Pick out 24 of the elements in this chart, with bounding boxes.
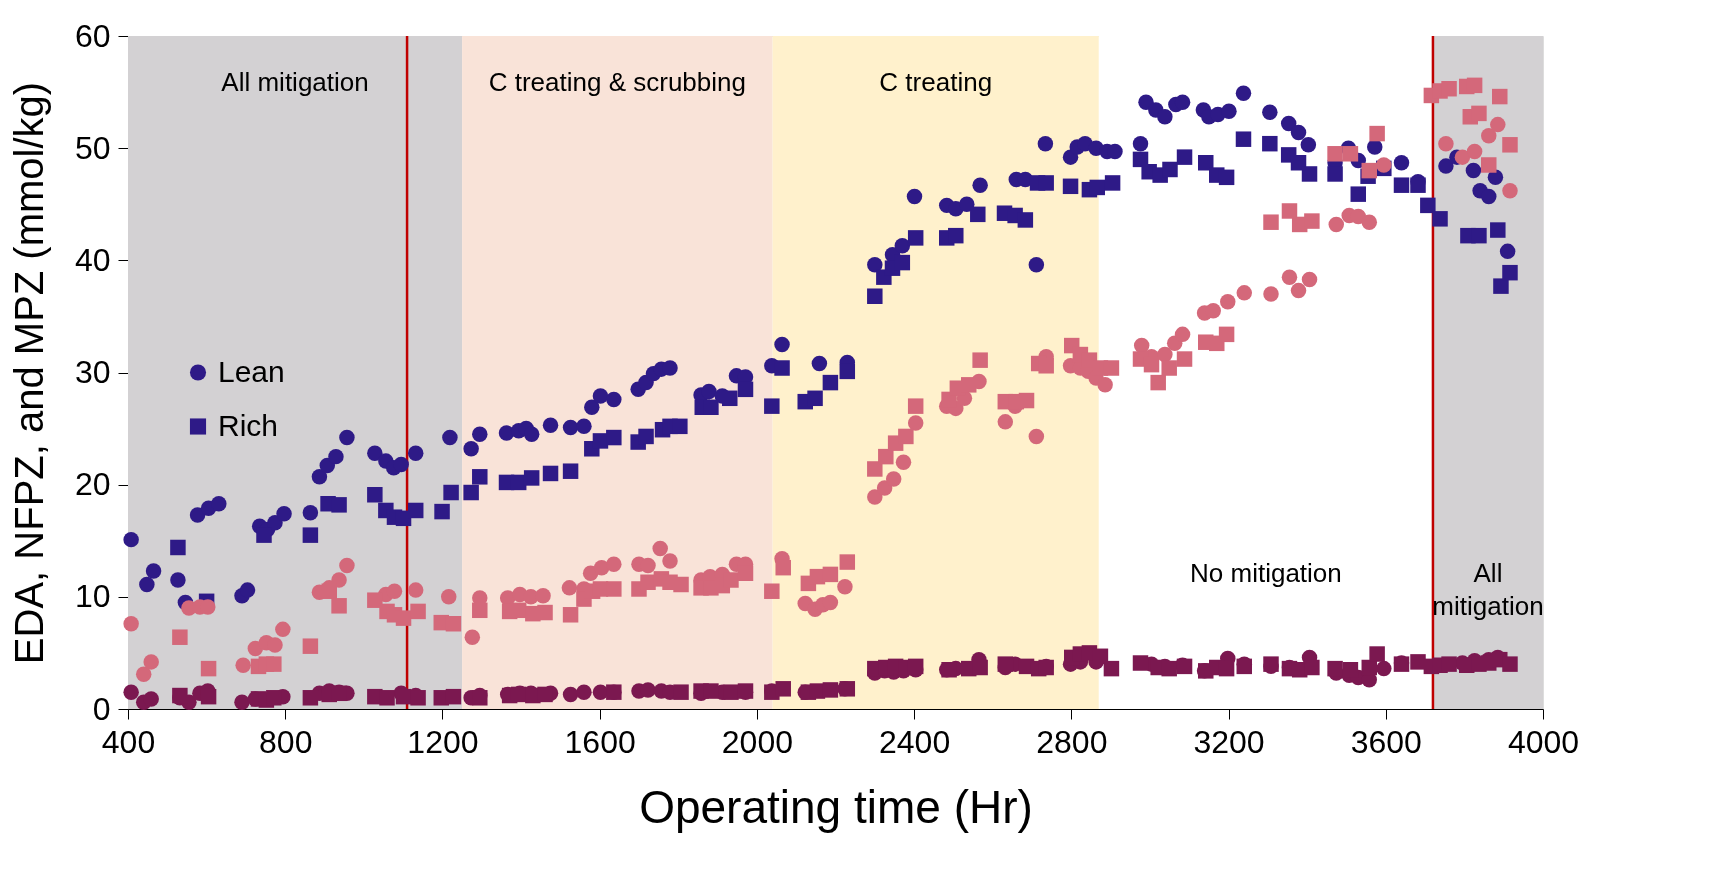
x-tick-label: 2400 xyxy=(879,723,951,760)
y-tick-label: 50 xyxy=(74,129,111,166)
x-tick-label: 3600 xyxy=(1350,723,1422,760)
legend-label: Rich xyxy=(218,408,279,442)
x-tick-label: 3200 xyxy=(1193,723,1265,760)
x-axis-title: Operating time (Hr) xyxy=(639,780,1033,833)
x-tick-label: 1600 xyxy=(564,723,636,760)
y-tick-label: 40 xyxy=(74,241,111,278)
band-label: No mitigation xyxy=(1190,558,1342,589)
x-tick-label: 800 xyxy=(259,723,313,760)
x-tick-label: 4000 xyxy=(1507,723,1580,760)
x-tick-label: 1200 xyxy=(407,723,479,760)
x-tick-label: 2000 xyxy=(721,723,793,760)
y-tick-label: 30 xyxy=(74,354,111,390)
band-label: C treating & scrubbing xyxy=(488,67,746,98)
band-label: All mitigation xyxy=(1432,558,1544,621)
x-tick-label: 2800 xyxy=(1036,723,1108,760)
y-tick-label: 20 xyxy=(74,466,111,503)
y-tick-label: 10 xyxy=(74,578,111,615)
legend-label: Lean xyxy=(218,354,285,388)
y-axis-title: EDA, NFPZ, and MPZ (mmol/kg) xyxy=(6,81,51,665)
band-label: C treating xyxy=(879,67,993,98)
y-tick-label: 60 xyxy=(74,17,111,54)
band-label: All mitigation xyxy=(221,67,369,98)
